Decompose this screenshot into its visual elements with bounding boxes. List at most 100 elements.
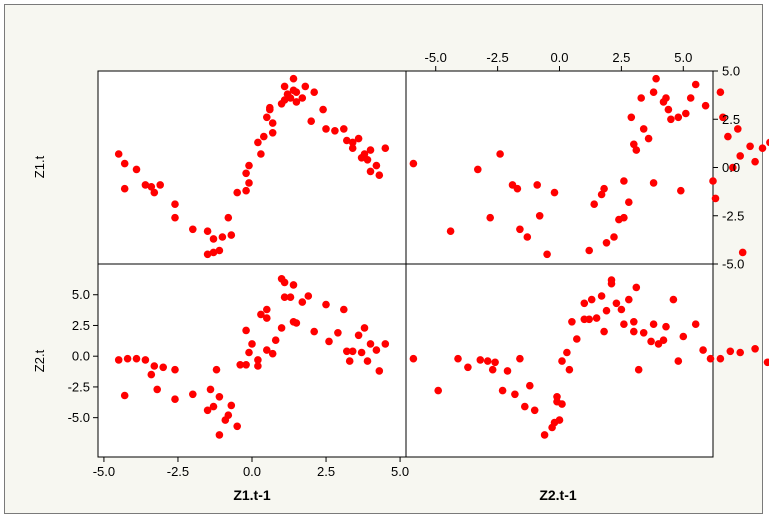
data-point: [751, 345, 759, 353]
data-point: [203, 227, 212, 235]
data-point: [630, 140, 638, 149]
data-point: [354, 134, 363, 143]
data-point: [516, 225, 524, 234]
data-point: [766, 138, 769, 147]
data-point: [260, 132, 268, 141]
data-point: [147, 183, 156, 191]
data-point: [669, 295, 678, 304]
y-tick-label-right: 5.0: [722, 64, 740, 79]
data-point: [568, 318, 576, 326]
data-point: [292, 88, 301, 96]
data-point: [357, 348, 366, 357]
x-axis-label-z1: Z1.t-1: [233, 487, 271, 503]
data-point: [340, 305, 348, 314]
data-point: [476, 356, 485, 364]
data-point: [644, 134, 653, 143]
data-point: [511, 390, 519, 399]
data-point: [630, 327, 638, 336]
data-point: [224, 411, 233, 420]
data-point: [600, 184, 608, 193]
data-point: [535, 212, 544, 220]
data-point: [612, 299, 621, 308]
data-point: [120, 159, 129, 168]
data-point: [639, 329, 648, 337]
data-point: [280, 96, 289, 104]
data-point: [289, 74, 298, 83]
data-point: [212, 365, 221, 374]
data-point: [310, 327, 319, 336]
data-point: [254, 356, 262, 364]
data-point: [543, 250, 551, 259]
data-point: [691, 80, 700, 89]
data-point: [736, 152, 744, 160]
data-point: [516, 354, 524, 363]
y-tick-label-left: 2.5: [72, 318, 90, 333]
data-point: [729, 163, 737, 172]
data-point: [322, 125, 330, 133]
data-point: [381, 340, 390, 348]
data-point: [233, 422, 241, 431]
data-point: [171, 365, 179, 374]
y-tick-label-right: -2.5: [722, 208, 744, 223]
data-point: [257, 310, 265, 319]
data-point: [625, 295, 633, 304]
data-point: [268, 119, 277, 127]
data-point: [627, 113, 636, 122]
data-point: [218, 233, 227, 241]
data-point: [602, 306, 611, 315]
data-point: [375, 171, 384, 179]
x-tick-label-bottom: -5.0: [93, 464, 115, 479]
data-point: [580, 299, 589, 308]
data-point: [632, 146, 641, 154]
data-point: [446, 227, 455, 235]
x-tick-label-bottom: -2.5: [167, 464, 189, 479]
data-point: [233, 188, 241, 197]
data-point: [271, 336, 280, 345]
data-point: [277, 324, 286, 332]
data-point: [348, 347, 357, 356]
data-point: [486, 213, 495, 222]
data-point: [736, 348, 744, 357]
data-point: [348, 144, 357, 152]
data-point: [521, 402, 529, 411]
data-point: [171, 395, 179, 404]
data-point: [159, 363, 167, 372]
data-point: [434, 386, 443, 395]
data-point: [454, 354, 462, 363]
data-point: [503, 367, 512, 375]
data-point: [719, 113, 727, 122]
y-tick-label-right: -5.0: [722, 257, 744, 272]
data-point: [268, 129, 277, 137]
data-point: [340, 125, 348, 133]
data-point: [292, 98, 301, 106]
data-point: [263, 314, 271, 322]
data-point: [366, 146, 375, 154]
data-point: [245, 179, 253, 187]
data-point: [617, 305, 626, 314]
data-point: [597, 292, 606, 300]
data-point: [763, 358, 769, 367]
data-point: [706, 354, 715, 363]
data-point: [632, 283, 641, 292]
data-point: [325, 337, 333, 346]
y-tick-label-left: -5.0: [68, 410, 90, 425]
data-point: [120, 184, 129, 193]
data-point: [242, 186, 250, 195]
data-point: [242, 361, 250, 369]
data-point: [263, 346, 271, 354]
y-axis-label-z1: Z1.t: [32, 155, 47, 178]
data-point: [620, 177, 628, 185]
data-point: [409, 354, 418, 363]
data-point: [686, 94, 695, 102]
data-point: [215, 246, 224, 255]
data-point: [266, 105, 274, 114]
data-point: [498, 386, 507, 395]
y-tick-label-right: 0.0: [722, 160, 740, 175]
data-point: [189, 390, 197, 399]
data-point: [254, 362, 262, 370]
data-point: [310, 88, 319, 96]
data-point: [600, 327, 608, 336]
data-point: [254, 138, 262, 147]
data-point: [483, 357, 492, 365]
